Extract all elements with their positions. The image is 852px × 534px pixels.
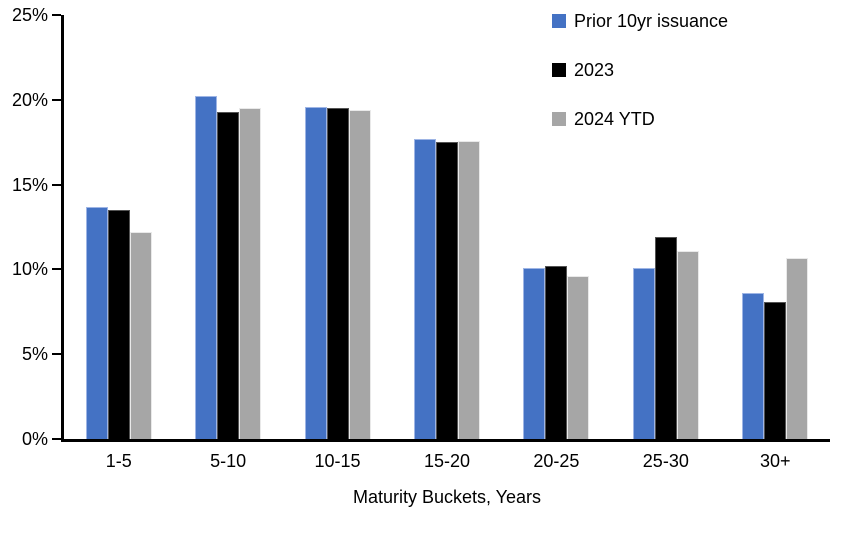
bar <box>85 206 108 439</box>
bar-group-1-5 <box>64 15 173 439</box>
bar-group-30+ <box>721 15 830 439</box>
bar <box>654 237 677 439</box>
legend-swatch-icon <box>552 112 566 126</box>
bar <box>545 266 568 439</box>
x-tick-label: 15-20 <box>423 451 470 471</box>
bar <box>567 276 590 439</box>
bar-groups <box>64 15 830 439</box>
bar <box>195 96 218 439</box>
bar <box>348 110 371 439</box>
bar <box>676 250 699 439</box>
legend-swatch-icon <box>552 63 566 77</box>
legend-swatch-icon <box>552 14 566 28</box>
bar <box>326 108 349 439</box>
bar-group-15-20 <box>392 15 501 439</box>
bar <box>239 108 262 439</box>
x-axis-labels: 1-5 5-10 10-15 15-20 20-25 25-30 30+ <box>64 451 830 472</box>
y-tick-mark <box>52 268 61 271</box>
y-tick-mark <box>52 14 61 16</box>
x-tick-label: 25-30 <box>642 451 689 471</box>
bar <box>786 257 809 439</box>
y-tick-label: 0% <box>21 429 48 449</box>
y-tick-label: 25% <box>11 5 48 25</box>
x-tick-label: 1-5 <box>105 451 132 471</box>
bar <box>217 111 240 439</box>
bar <box>632 267 655 439</box>
y-tick-label: 15% <box>11 174 48 195</box>
bar <box>413 138 436 439</box>
x-tick-label: 10-15 <box>314 451 361 471</box>
y-tick-mark <box>52 183 61 186</box>
bar <box>129 232 152 439</box>
legend-item: 2023 <box>552 59 728 81</box>
legend-label: Prior 10yr issuance <box>574 10 729 31</box>
bar-group-25-30 <box>611 15 720 439</box>
legend-label: 2023 <box>574 59 615 80</box>
y-tick-mark <box>52 98 61 101</box>
legend: Prior 10yr issuance 2023 2024 YTD <box>552 10 728 157</box>
y-tick-label: 20% <box>11 89 48 110</box>
bar <box>742 293 765 439</box>
y-tick-mark <box>52 353 61 356</box>
plot-area <box>61 15 830 442</box>
legend-label: 2024 YTD <box>574 108 655 129</box>
x-tick-label: 30+ <box>759 451 791 471</box>
x-tick-label: 5-10 <box>210 451 247 471</box>
bar <box>304 106 327 439</box>
y-tick-mark <box>52 438 61 440</box>
bar <box>457 140 480 439</box>
x-axis-title: Maturity Buckets, Years <box>352 487 542 507</box>
bar-group-10-15 <box>283 15 392 439</box>
bar-group-20-25 <box>502 15 611 439</box>
legend-item: 2024 YTD <box>552 108 728 130</box>
bar <box>523 267 546 439</box>
bar <box>107 210 130 439</box>
legend-item: Prior 10yr issuance <box>552 10 728 32</box>
bar-group-5-10 <box>173 15 282 439</box>
x-tick-label: 20-25 <box>533 451 580 471</box>
y-tick-label: 10% <box>11 259 48 280</box>
y-tick-label: 5% <box>21 344 48 365</box>
bar <box>764 301 787 439</box>
bar <box>435 142 458 439</box>
